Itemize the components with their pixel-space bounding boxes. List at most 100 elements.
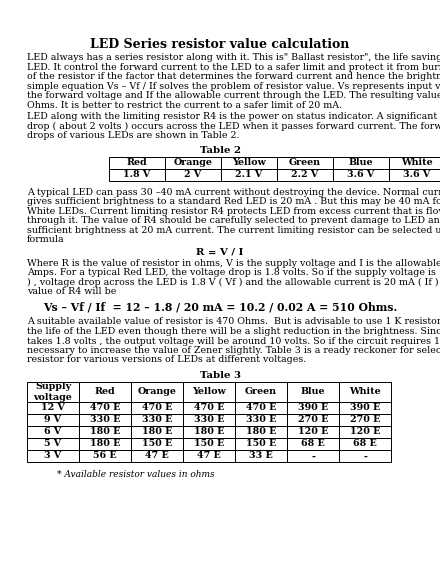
Bar xyxy=(221,168,277,180)
Text: -: - xyxy=(363,451,367,460)
Bar xyxy=(183,382,235,402)
Text: Table 3: Table 3 xyxy=(199,371,241,380)
Text: White: White xyxy=(401,158,433,167)
Text: * Available resistor values in ohms: * Available resistor values in ohms xyxy=(57,470,215,479)
Text: 12 V: 12 V xyxy=(41,403,65,413)
Bar xyxy=(131,450,183,462)
Bar xyxy=(339,438,391,450)
Text: 180 E: 180 E xyxy=(142,427,172,436)
Text: Blue: Blue xyxy=(349,158,373,167)
Text: 330 E: 330 E xyxy=(142,415,172,424)
Text: -: - xyxy=(311,451,315,460)
Bar xyxy=(389,168,440,180)
Text: 120 E: 120 E xyxy=(350,427,380,436)
Text: Where R is the value of resistor in ohms, V is the supply voltage and I is the a: Where R is the value of resistor in ohms… xyxy=(27,258,440,267)
Bar xyxy=(235,426,287,438)
Bar xyxy=(27,450,79,462)
Bar xyxy=(235,382,287,402)
Text: 3.6 V: 3.6 V xyxy=(403,170,431,179)
Text: 180 E: 180 E xyxy=(246,427,276,436)
Text: the forward voltage and If the allowable current through the LED. The resulting : the forward voltage and If the allowable… xyxy=(27,91,440,100)
Bar xyxy=(333,168,389,180)
Text: 330 E: 330 E xyxy=(246,415,276,424)
Text: Blue: Blue xyxy=(301,387,325,397)
Bar xyxy=(27,426,79,438)
Bar xyxy=(389,156,440,168)
Bar xyxy=(165,156,221,168)
Text: drop ( about 2 volts ) occurs across the LED when it passes forward current. The: drop ( about 2 volts ) occurs across the… xyxy=(27,122,440,131)
Bar xyxy=(183,438,235,450)
Text: White LEDs. Current limiting resistor R4 protects LED from excess current that i: White LEDs. Current limiting resistor R4… xyxy=(27,207,440,216)
Text: value of R4 will be: value of R4 will be xyxy=(27,287,116,296)
Text: 3 V: 3 V xyxy=(44,451,62,460)
Text: Orange: Orange xyxy=(173,158,213,167)
Text: formula: formula xyxy=(27,235,65,244)
Bar xyxy=(79,438,131,450)
Bar xyxy=(131,438,183,450)
Text: 180 E: 180 E xyxy=(90,439,120,448)
Text: simple equation Vs – Vf / If solves the problem of resistor value. Vs represents: simple equation Vs – Vf / If solves the … xyxy=(27,81,440,90)
Bar xyxy=(339,414,391,426)
Text: 2.1 V: 2.1 V xyxy=(235,170,263,179)
Text: LED. It control the forward current to the LED to a safer limit and protect it f: LED. It control the forward current to t… xyxy=(27,63,440,72)
Text: necessary to increase the value of Zener slightly. Table 3 is a ready reckoner f: necessary to increase the value of Zener… xyxy=(27,346,440,355)
Text: Red: Red xyxy=(95,387,115,397)
Text: gives sufficient brightness to a standard Red LED is 20 mA . But this may be 40 : gives sufficient brightness to a standar… xyxy=(27,197,440,206)
Bar xyxy=(27,414,79,426)
Text: 330 E: 330 E xyxy=(194,415,224,424)
Text: 5 V: 5 V xyxy=(44,439,62,448)
Text: 9 V: 9 V xyxy=(44,415,62,424)
Text: drops of various LEDs are shown in Table 2.: drops of various LEDs are shown in Table… xyxy=(27,131,239,140)
Text: Vs – Vf / If  = 12 – 1.8 / 20 mA = 10.2 / 0.02 A = 510 Ohms.: Vs – Vf / If = 12 – 1.8 / 20 mA = 10.2 /… xyxy=(43,302,397,312)
Text: White: White xyxy=(349,387,381,397)
Text: 390 E: 390 E xyxy=(350,403,380,413)
Text: 180 E: 180 E xyxy=(90,427,120,436)
Bar xyxy=(287,450,339,462)
Text: Orange: Orange xyxy=(138,387,176,397)
Text: 270 E: 270 E xyxy=(350,415,380,424)
Text: 2 V: 2 V xyxy=(184,170,202,179)
Bar xyxy=(235,450,287,462)
Text: Amps. For a typical Red LED, the voltage drop is 1.8 volts. So if the supply vol: Amps. For a typical Red LED, the voltage… xyxy=(27,268,440,277)
Bar xyxy=(79,382,131,402)
Text: Red: Red xyxy=(127,158,147,167)
Bar xyxy=(79,450,131,462)
Text: LED always has a series resistor along with it. This is" Ballast resistor", the : LED always has a series resistor along w… xyxy=(27,53,440,62)
Text: A suitable available value of resistor is 470 Ohms.  But is advisable to use 1 K: A suitable available value of resistor i… xyxy=(27,318,440,327)
Bar xyxy=(339,382,391,402)
Text: Table 2: Table 2 xyxy=(199,146,241,155)
Bar xyxy=(79,414,131,426)
Bar xyxy=(165,168,221,180)
Bar xyxy=(131,402,183,414)
Bar xyxy=(79,402,131,414)
Text: Green: Green xyxy=(289,158,321,167)
Text: 470 E: 470 E xyxy=(90,403,120,413)
Text: Yellow: Yellow xyxy=(192,387,226,397)
Bar xyxy=(287,382,339,402)
Bar xyxy=(27,382,79,402)
Text: 6 V: 6 V xyxy=(44,427,62,436)
Text: of the resistor if the factor that determines the forward current and hence the : of the resistor if the factor that deter… xyxy=(27,72,440,81)
Text: LED along with the limiting resistor R4 is the power on status indicator. A sign: LED along with the limiting resistor R4 … xyxy=(27,112,440,121)
Bar xyxy=(277,156,333,168)
Bar xyxy=(287,402,339,414)
Bar xyxy=(235,438,287,450)
Text: 150 E: 150 E xyxy=(194,439,224,448)
Text: 2.2 V: 2.2 V xyxy=(291,170,319,179)
Text: sufficient brightness at 20 mA current. The current limiting resistor can be sel: sufficient brightness at 20 mA current. … xyxy=(27,225,440,234)
Text: 150 E: 150 E xyxy=(142,439,172,448)
Text: 68 E: 68 E xyxy=(353,439,377,448)
Text: takes 1.8 volts , the output voltage will be around 10 volts. So if the circuit : takes 1.8 volts , the output voltage wil… xyxy=(27,336,440,345)
Bar xyxy=(183,402,235,414)
Bar xyxy=(287,426,339,438)
Text: 470 E: 470 E xyxy=(246,403,276,413)
Bar xyxy=(287,438,339,450)
Text: Supply
voltage: Supply voltage xyxy=(33,382,72,402)
Bar xyxy=(339,426,391,438)
Text: 470 E: 470 E xyxy=(142,403,172,413)
Text: 150 E: 150 E xyxy=(246,439,276,448)
Bar xyxy=(27,438,79,450)
Text: the life of the LED even though there will be a slight reduction in the brightne: the life of the LED even though there wi… xyxy=(27,327,440,336)
Text: 68 E: 68 E xyxy=(301,439,325,448)
Bar xyxy=(339,450,391,462)
